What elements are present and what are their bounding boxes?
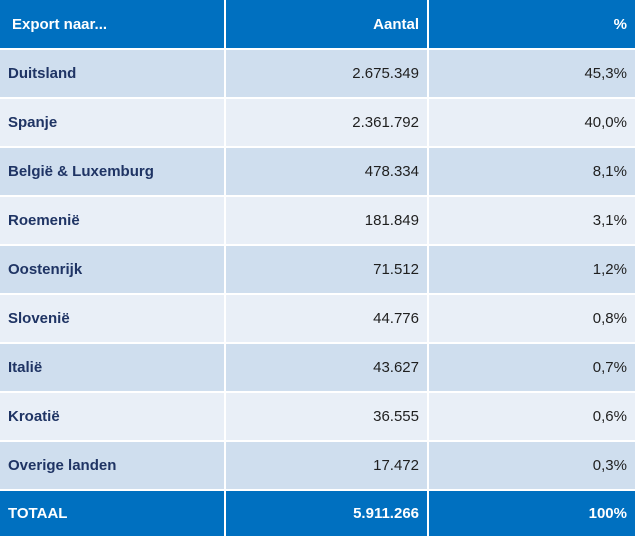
row-count: 181.849: [226, 197, 429, 246]
total-percent: 100%: [429, 491, 635, 536]
row-country: Roemenië: [0, 197, 226, 246]
row-country: België & Luxemburg: [0, 148, 226, 197]
row-country: Slovenië: [0, 295, 226, 344]
header-count: Aantal: [226, 0, 429, 50]
row-count: 36.555: [226, 393, 429, 442]
row-country: Duitsland: [0, 50, 226, 99]
header-percent: %: [429, 0, 635, 50]
total-label: TOTAAL: [0, 491, 226, 536]
row-country: Kroatië: [0, 393, 226, 442]
row-percent: 8,1%: [429, 148, 635, 197]
row-percent: 45,3%: [429, 50, 635, 99]
row-percent: 40,0%: [429, 99, 635, 148]
header-country: Export naar...: [0, 0, 226, 50]
row-percent: 1,2%: [429, 246, 635, 295]
row-percent: 3,1%: [429, 197, 635, 246]
row-count: 44.776: [226, 295, 429, 344]
row-country: Oostenrijk: [0, 246, 226, 295]
row-count: 17.472: [226, 442, 429, 491]
row-count: 71.512: [226, 246, 429, 295]
row-country: Spanje: [0, 99, 226, 148]
row-percent: 0,7%: [429, 344, 635, 393]
row-percent: 0,6%: [429, 393, 635, 442]
row-count: 478.334: [226, 148, 429, 197]
row-percent: 0,8%: [429, 295, 635, 344]
row-country: Italië: [0, 344, 226, 393]
total-count: 5.911.266: [226, 491, 429, 536]
row-count: 2.675.349: [226, 50, 429, 99]
row-count: 43.627: [226, 344, 429, 393]
row-percent: 0,3%: [429, 442, 635, 491]
row-country: Overige landen: [0, 442, 226, 491]
row-count: 2.361.792: [226, 99, 429, 148]
